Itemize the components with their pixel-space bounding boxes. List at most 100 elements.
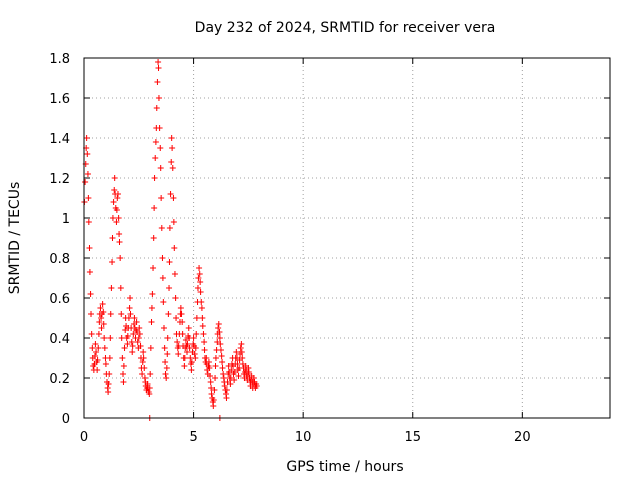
data-point [130, 331, 137, 337]
x-tick-label: 5 [189, 430, 197, 445]
data-point [195, 275, 202, 281]
data-point [217, 347, 224, 353]
data-point [148, 305, 155, 311]
data-point [147, 371, 154, 377]
data-point [156, 125, 163, 131]
data-point [216, 335, 223, 341]
data-point [181, 355, 188, 361]
data-point [162, 371, 169, 377]
data-point [155, 95, 162, 101]
data-point [129, 349, 136, 355]
data-point [205, 359, 212, 365]
data-point [227, 381, 234, 387]
data-point [208, 385, 215, 391]
data-point [208, 391, 215, 397]
data-point [129, 343, 136, 349]
data-point [196, 265, 203, 271]
data-point [217, 341, 224, 347]
data-point [198, 299, 205, 305]
data-point [127, 295, 134, 301]
data-point [238, 349, 245, 355]
data-point [117, 255, 124, 261]
data-point [199, 323, 206, 329]
data-point [135, 335, 142, 341]
data-point [88, 311, 95, 317]
data-point [100, 309, 107, 315]
data-point [101, 335, 108, 341]
data-point [231, 369, 238, 375]
y-tick-label: 0.8 [49, 252, 70, 267]
data-point [178, 311, 185, 317]
data-point [163, 375, 170, 381]
data-point [172, 295, 179, 301]
data-point [170, 195, 177, 201]
data-point [160, 325, 167, 331]
data-point [191, 351, 198, 357]
data-point [220, 371, 227, 377]
data-point [163, 365, 170, 371]
data-point [188, 359, 195, 365]
data-point [231, 377, 238, 383]
data-point [214, 339, 221, 345]
data-point [85, 195, 92, 201]
data-point [122, 327, 129, 333]
data-point [111, 187, 118, 193]
data-point [95, 331, 102, 337]
data-point [155, 59, 162, 65]
data-point [93, 349, 100, 355]
data-point [253, 383, 260, 389]
data-point [207, 373, 214, 379]
data-point [97, 305, 104, 311]
data-point [101, 345, 108, 351]
data-point [119, 355, 126, 361]
data-point [147, 345, 154, 351]
y-tick-label: 1.4 [49, 132, 70, 147]
data-point [219, 365, 226, 371]
data-point [146, 391, 153, 397]
data-point [115, 215, 122, 221]
y-tick-label: 1.8 [49, 52, 70, 67]
data-point [146, 385, 153, 391]
data-point [139, 359, 146, 365]
data-point [155, 65, 162, 71]
data-point [175, 351, 182, 357]
data-point [94, 367, 101, 373]
data-point [157, 165, 164, 171]
data-point [207, 379, 214, 385]
data-point [118, 335, 125, 341]
data-point [193, 331, 200, 337]
data-point [88, 331, 95, 337]
data-point [113, 207, 120, 213]
data-point [200, 331, 207, 337]
data-point [206, 365, 213, 371]
data-point [168, 135, 175, 141]
data-point [134, 339, 141, 345]
data-point [181, 363, 188, 369]
data-point [216, 329, 223, 335]
y-tick-label: 1.6 [49, 92, 70, 107]
data-point [193, 315, 200, 321]
data-point [250, 375, 257, 381]
data-point [84, 151, 91, 157]
data-point [170, 219, 177, 225]
data-point [161, 345, 168, 351]
data-point [140, 349, 147, 355]
data-point [234, 361, 241, 367]
data-point [219, 359, 226, 365]
data-point [94, 357, 101, 363]
data-point [111, 175, 118, 181]
y-tick-label: 0.2 [49, 372, 70, 387]
data-point [107, 311, 114, 317]
data-point [238, 341, 245, 347]
data-point [210, 403, 217, 409]
data-point [197, 289, 204, 295]
data-point [239, 355, 246, 361]
data-point [151, 175, 158, 181]
data-point [237, 345, 244, 351]
x-axis-label: GPS time / hours [286, 459, 403, 475]
data-point [136, 325, 143, 331]
data-point [169, 145, 176, 151]
data-point [158, 225, 165, 231]
